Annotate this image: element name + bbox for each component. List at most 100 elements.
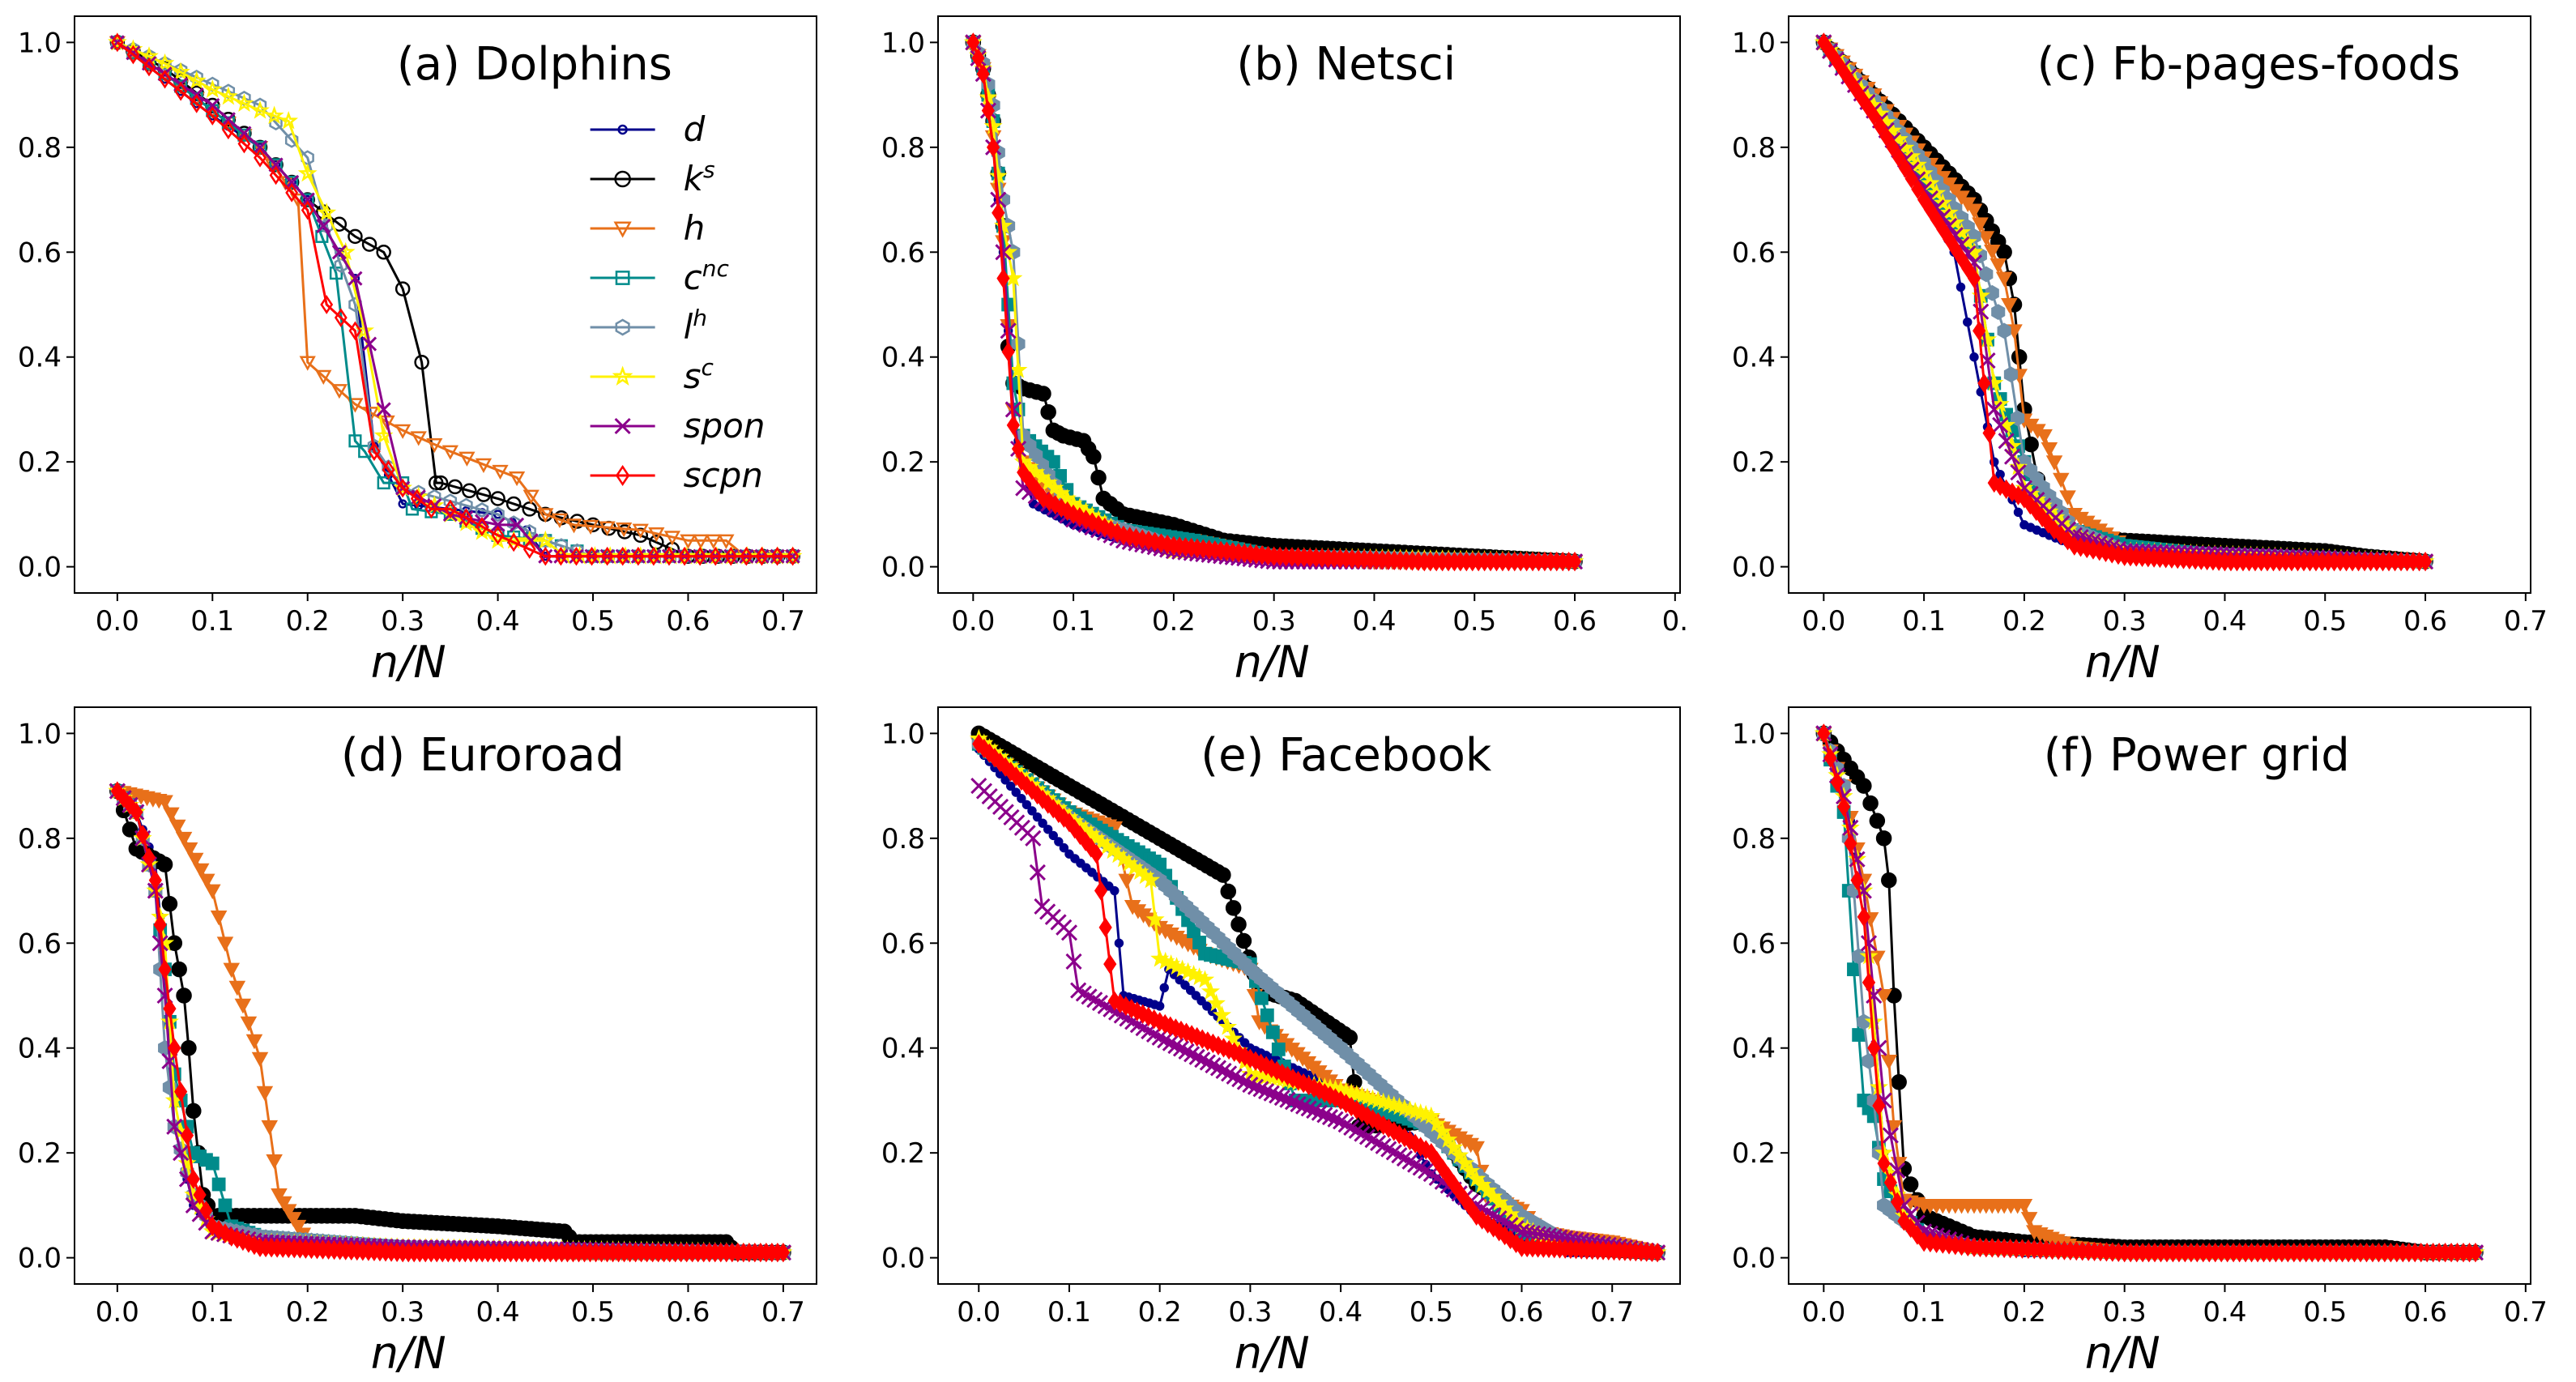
data-point-sc — [1444, 1137, 1464, 1156]
panel-a: 0.0 0.1 0.2 0.3 0.4 0.5 0.6 0.70.00.20.40.60.81… — [18, 15, 817, 688]
x-tick-label: 0.1 — [1902, 605, 1946, 638]
data-point-spon — [376, 402, 391, 417]
data-point-scpn — [212, 1219, 226, 1240]
data-point-h — [426, 437, 443, 454]
data-point-ks — [176, 987, 192, 1004]
panel-title: (f) Power grid — [2044, 729, 2350, 782]
data-point-cnc — [211, 1177, 226, 1192]
data-point-cnc — [1852, 1028, 1866, 1042]
y-tick-label: 0.8 — [18, 823, 62, 855]
y-tick-label: 0.0 — [1732, 1243, 1776, 1275]
legend-marker-ks — [614, 170, 631, 188]
data-point-lh — [1991, 304, 2006, 320]
data-point-scpn — [678, 546, 691, 566]
data-point-scpn — [1011, 438, 1026, 459]
data-point-cnc — [285, 175, 299, 190]
x-tick-label: 0.0 — [951, 605, 995, 638]
data-point-spon — [1316, 1107, 1333, 1124]
x-tick-label: 0.2 — [1138, 1296, 1182, 1329]
data-point-spon — [220, 112, 236, 127]
panel-title: (d) Euroroad — [341, 729, 625, 782]
data-point-d — [1017, 794, 1026, 804]
x-tick-label: 0.6 — [2403, 1296, 2447, 1329]
data-point-scpn — [1017, 462, 1030, 483]
data-point-d — [1054, 837, 1064, 847]
data-point-ks — [1035, 386, 1051, 402]
data-point-scpn — [770, 546, 784, 566]
data-point-h — [632, 523, 649, 539]
x-tick-label: 0.1 — [190, 1296, 234, 1329]
data-point-h — [551, 513, 569, 528]
data-point-scpn — [110, 781, 124, 801]
data-point-h — [2001, 298, 2018, 314]
data-point-spon — [205, 97, 220, 113]
data-point-scpn — [2047, 520, 2062, 540]
data-point-ks — [1235, 932, 1252, 949]
data-point-ks — [186, 1103, 202, 1120]
data-point-h — [1972, 217, 1989, 232]
data-point-h — [331, 384, 348, 399]
data-point-scpn — [269, 165, 283, 186]
x-tick-label: 0.1 — [1047, 1296, 1091, 1329]
y-tick-label: 0.6 — [1732, 928, 1776, 960]
data-point-scpn — [285, 183, 299, 203]
y-tick-label: 0.4 — [18, 342, 62, 374]
data-point-sc — [1946, 212, 1965, 231]
data-point-spon — [1284, 1094, 1302, 1111]
data-point-scpn — [1873, 116, 1887, 137]
data-point-scpn — [1567, 552, 1582, 572]
data-point-sc — [219, 86, 238, 105]
plot-frame — [74, 706, 817, 1285]
panel-b: 0.0 0.1 0.2 0.3 0.4 0.5 0.6 0.0.00.20.40.60.81.… — [881, 15, 1688, 688]
x-tick-label: 0.1 — [190, 605, 234, 638]
x-axis-label: n/N — [2085, 637, 2160, 688]
legend-marker-scpn — [615, 464, 630, 487]
data-point-h — [2041, 442, 2058, 458]
data-point-h — [648, 527, 665, 543]
data-point-spon — [1992, 416, 2009, 433]
data-point-d — [1032, 812, 1043, 822]
data-point-h — [168, 819, 186, 835]
data-point-d — [1048, 830, 1058, 841]
data-point-ks — [361, 237, 377, 252]
data-point-ks — [161, 895, 178, 912]
y-tick-label: 0.2 — [1732, 446, 1776, 479]
data-point-cnc — [348, 434, 362, 448]
data-point-scpn — [724, 546, 738, 566]
data-point-spon — [490, 517, 505, 532]
legend-marker-h — [613, 221, 632, 238]
x-tick-label: 0.5 — [2303, 1296, 2347, 1329]
data-point-ks — [1902, 1176, 1919, 1192]
data-point-scpn — [190, 94, 203, 113]
data-point-scpn — [507, 532, 521, 552]
data-point-sc — [535, 530, 556, 549]
data-point-scpn — [168, 1038, 181, 1058]
data-point-scpn — [1961, 258, 1975, 279]
data-point-ks — [171, 961, 187, 978]
data-point-h — [216, 936, 234, 952]
data-point-h — [275, 1196, 292, 1212]
data-point-sc — [1456, 1153, 1475, 1171]
y-tick-label: 1.0 — [1732, 718, 1776, 750]
data-point-sc — [993, 215, 1013, 234]
data-point-ks — [490, 491, 505, 506]
data-point-h — [395, 424, 412, 439]
data-point-sc — [279, 111, 299, 130]
data-point-h — [2059, 490, 2076, 505]
data-point-ks — [1881, 872, 1897, 889]
data-point-spon — [1252, 1081, 1269, 1098]
data-point-scpn — [2029, 501, 2043, 522]
data-point-scpn — [539, 546, 552, 566]
data-point-scpn — [1090, 844, 1103, 864]
data-point-scpn — [382, 460, 395, 480]
data-point-h — [692, 534, 710, 549]
x-tick-label: 0.4 — [476, 1296, 520, 1329]
data-point-scpn — [126, 45, 140, 65]
y-tick-label: 1.0 — [18, 27, 62, 59]
data-point-scpn — [1967, 268, 1981, 288]
data-point-h — [680, 534, 697, 549]
panel-title: (b) Netsci — [1236, 38, 1456, 91]
data-point-scpn — [1898, 158, 1913, 178]
legend-label: lh — [684, 305, 707, 347]
